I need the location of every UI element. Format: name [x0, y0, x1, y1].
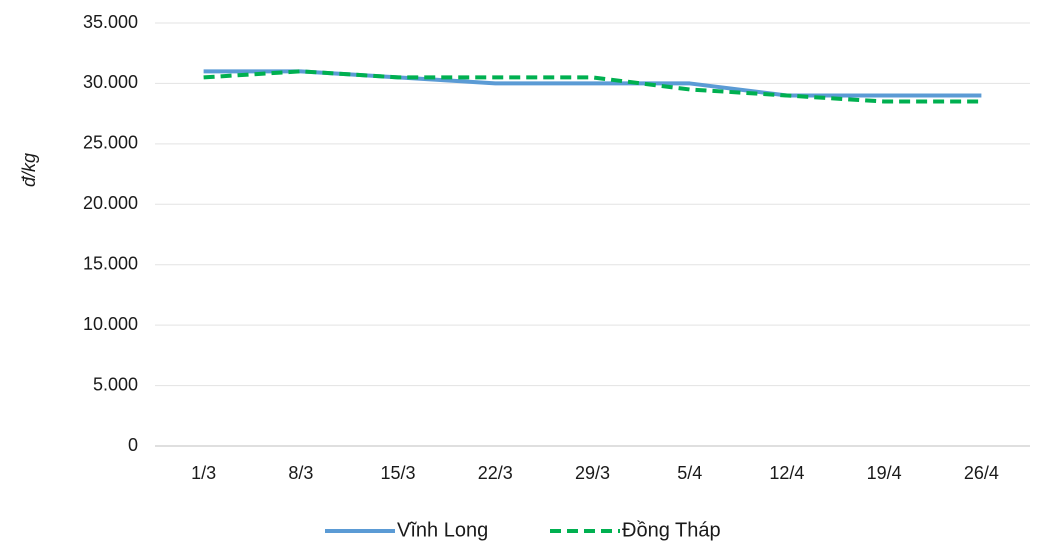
y-tick-label: 35.000: [83, 12, 138, 32]
x-tick-label: 1/3: [191, 463, 216, 483]
y-axis-ticks: 0 5.000 10.000 15.000 20.000 25.000 30.000 35.0…: [83, 12, 138, 455]
x-axis-ticks: 1/3 8/3 15/3 22/3 29/3 5/4 12/4 19/4 26/4: [191, 463, 999, 483]
legend: Vĩnh Long Đồng Tháp: [325, 519, 721, 541]
y-tick-label: 10.000: [83, 314, 138, 334]
series-lines: [203, 69, 982, 104]
legend-label-2: Đồng Tháp: [622, 519, 721, 541]
x-tick-label: 5/4: [677, 463, 702, 483]
y-axis-label: đ/kg: [19, 153, 39, 187]
x-tick-label: 29/3: [575, 463, 610, 483]
y-tick-label: 5.000: [93, 374, 138, 394]
legend-label-1: Vĩnh Long: [397, 519, 488, 541]
x-tick-label: 12/4: [769, 463, 804, 483]
y-tick-label: 30.000: [83, 72, 138, 92]
x-tick-label: 26/4: [964, 463, 999, 483]
y-tick-label: 20.000: [83, 193, 138, 213]
y-tick-label: 25.000: [83, 133, 138, 153]
y-tick-label: 15.000: [83, 253, 138, 273]
series-line-2: [203, 69, 982, 104]
x-tick-label: 15/3: [381, 463, 416, 483]
x-tick-label: 8/3: [288, 463, 313, 483]
gridlines: [155, 22, 1030, 447]
x-tick-label: 22/3: [478, 463, 513, 483]
x-tick-label: 19/4: [867, 463, 902, 483]
y-tick-label: 0: [128, 435, 138, 455]
